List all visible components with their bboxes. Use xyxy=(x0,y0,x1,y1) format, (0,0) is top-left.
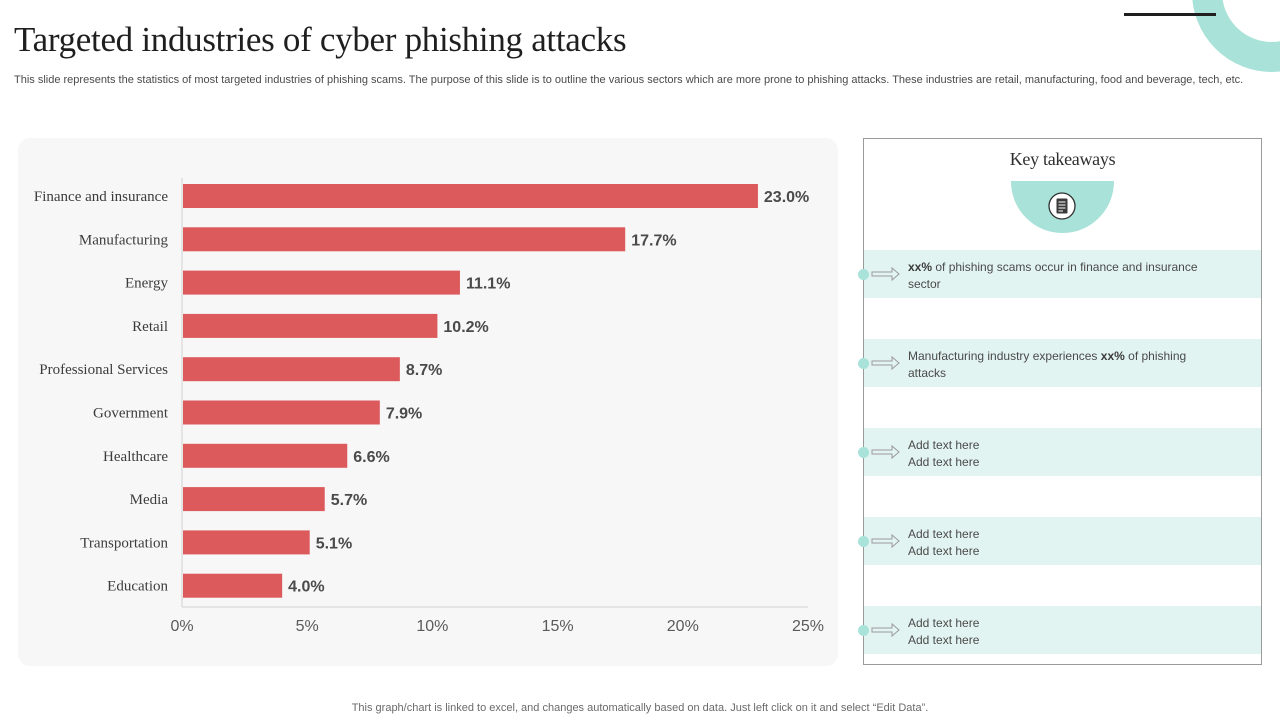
data-label: 17.7% xyxy=(631,232,676,249)
x-tick-label: 20% xyxy=(667,618,699,635)
x-tick-label: 25% xyxy=(792,618,824,635)
takeaway-highlight: xx% xyxy=(908,260,933,274)
bar xyxy=(183,443,348,468)
data-label: 11.1% xyxy=(466,276,510,293)
page-subtitle: This slide represents the statistics of … xyxy=(14,74,1244,86)
decorative-line xyxy=(1124,13,1216,16)
arrow-right-icon xyxy=(871,444,900,460)
category-label: Media xyxy=(130,492,169,508)
takeaway-line: Add text here xyxy=(908,454,980,469)
footer-note: This graph/chart is linked to excel, and… xyxy=(351,702,929,714)
data-label: 7.9% xyxy=(386,406,422,423)
takeaway-item: Add text here Add text here xyxy=(858,428,1261,476)
bar xyxy=(183,270,460,295)
arrow-right-icon xyxy=(871,533,900,549)
bullet-dot xyxy=(858,269,869,280)
x-tick-label: 5% xyxy=(296,618,319,635)
decorative-arc xyxy=(1192,0,1280,72)
data-label: 23.0% xyxy=(764,189,809,206)
takeaway-text: xx% of phishing scams occur in finance a… xyxy=(908,259,1208,292)
bullet-dot xyxy=(858,447,869,458)
x-tick-label: 15% xyxy=(542,618,574,635)
takeaway-text: Add text here Add text here xyxy=(908,437,1208,470)
data-label: 5.7% xyxy=(331,492,367,509)
takeaways-badge xyxy=(1011,181,1114,233)
bar xyxy=(183,573,283,598)
takeaway-item: Manufacturing industry experiences xx% o… xyxy=(858,339,1261,387)
data-label: 6.6% xyxy=(353,449,389,466)
category-label: Manufacturing xyxy=(79,232,169,248)
takeaway-line: Add text here xyxy=(908,632,980,647)
data-label: 10.2% xyxy=(443,319,488,336)
takeaway-item: Add text here Add text here xyxy=(858,606,1261,654)
takeaway-highlight: xx% xyxy=(1100,349,1125,363)
takeaway-line: Add text here xyxy=(908,543,980,558)
takeaway-line: Add text here xyxy=(908,616,980,630)
takeaway-line: Add text here xyxy=(908,527,980,541)
takeaway-item: Add text here Add text here xyxy=(858,517,1261,565)
bar xyxy=(183,313,438,338)
takeaway-text: Manufacturing industry experiences xx% o… xyxy=(908,348,1208,381)
bullet-dot xyxy=(858,536,869,547)
page-title: Targeted industries of cyber phishing at… xyxy=(14,20,627,59)
arrow-right-icon xyxy=(871,622,900,638)
takeaway-text: Add text here Add text here xyxy=(908,615,1208,648)
category-label: Education xyxy=(107,579,168,595)
bar xyxy=(183,184,758,208)
bar xyxy=(183,227,626,252)
takeaway-text-part: of phishing scams occur in finance and i… xyxy=(908,260,1198,291)
takeaway-item: xx% of phishing scams occur in finance a… xyxy=(858,250,1261,298)
takeaway-text-part: of phishing attacks xyxy=(908,349,1187,380)
category-label: Government xyxy=(93,406,169,422)
data-label: 4.0% xyxy=(288,579,324,596)
key-takeaways-title: Key takeaways xyxy=(1009,149,1116,169)
category-label: Transportation xyxy=(80,535,168,551)
takeaway-line: Add text here xyxy=(908,438,980,452)
bullet-dot xyxy=(858,358,869,369)
category-label: Finance and insurance xyxy=(34,189,168,205)
data-label: 8.7% xyxy=(406,362,442,379)
x-tick-label: 10% xyxy=(416,618,448,635)
bar-chart[interactable]: Finance and insurance 23.0% Manufacturing 1… xyxy=(18,138,838,666)
category-label: Retail xyxy=(132,319,168,335)
category-label: Healthcare xyxy=(103,449,168,465)
chart-panel: Finance and insurance 23.0% Manufacturing 1… xyxy=(18,138,838,666)
bar xyxy=(183,400,380,425)
bullet-dot xyxy=(858,625,869,636)
document-icon xyxy=(1048,192,1076,220)
bar xyxy=(183,530,310,555)
arrow-right-icon xyxy=(871,355,900,371)
category-label: Energy xyxy=(125,276,169,292)
category-label: Professional Services xyxy=(39,362,168,378)
takeaway-text: Add text here Add text here xyxy=(908,526,1208,559)
arrow-right-icon xyxy=(871,266,900,282)
key-takeaways-panel: Key takeaways xx% of phishing scams occu… xyxy=(858,138,1262,665)
data-label: 5.1% xyxy=(316,535,352,552)
x-tick-label: 0% xyxy=(170,618,193,635)
bar xyxy=(183,357,400,382)
takeaway-text-part: Manufacturing industry experiences xyxy=(908,349,1101,363)
bar xyxy=(183,487,325,512)
